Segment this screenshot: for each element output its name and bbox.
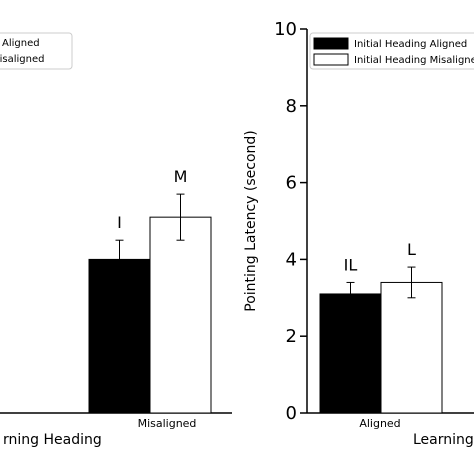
right-legend-frame: [309, 32, 474, 70]
right-legend-label-misaligned: Initial Heading Misaligned: [354, 55, 474, 66]
right-legend-swatch-misaligned: [313, 53, 349, 66]
right-bar-aligned: [319, 293, 382, 414]
left-bar-label: I: [117, 213, 122, 232]
right-y-ticks: 0 2 4 6 8 10: [274, 19, 307, 424]
right-y-tick-label: 10: [274, 19, 297, 40]
left-legend: Aligned Misaligned: [0, 32, 73, 70]
right-legend-label-aligned: Initial Heading Aligned: [354, 39, 467, 50]
left-bar-group: IM: [88, 167, 212, 414]
right-y-tick-label: 4: [286, 249, 297, 270]
right-y-tick-label: 2: [286, 326, 297, 347]
left-legend-frame: [0, 32, 73, 70]
right-y-axis-title: Pointing Latency (second): [243, 130, 259, 312]
right-y-tick-label: 6: [286, 173, 297, 194]
right-bar-group: IL L: [319, 240, 443, 414]
left-x-tick-misaligned: Misaligned: [138, 417, 197, 430]
right-y-tick-label: 0: [286, 403, 297, 424]
left-bar-label: M: [174, 167, 188, 186]
left-bar-aligned: [88, 258, 151, 414]
left-x-axis-title: rning Heading: [3, 432, 102, 448]
right-bar-label: IL: [344, 255, 358, 274]
left-bar-misaligned: [149, 216, 212, 414]
right-bar-misaligned: [380, 281, 443, 414]
right-legend-swatch-aligned: [313, 37, 349, 50]
right-x-tick-aligned: Aligned: [359, 417, 400, 430]
right-legend: Initial Heading Aligned Initial Heading …: [309, 32, 474, 70]
right-bar-label: L: [407, 240, 416, 259]
left-legend-label-misaligned: Misaligned: [0, 54, 45, 65]
left-legend-label-aligned: Aligned: [2, 38, 40, 49]
right-chart-panel: 0 2 4 6 8 10 Pointing Latency (second) Initia…: [243, 19, 474, 448]
right-x-axis-title: Learning: [413, 432, 474, 448]
left-chart-panel: Aligned Misaligned IM Misaligned rning H…: [0, 32, 232, 448]
right-y-tick-label: 8: [286, 96, 297, 117]
